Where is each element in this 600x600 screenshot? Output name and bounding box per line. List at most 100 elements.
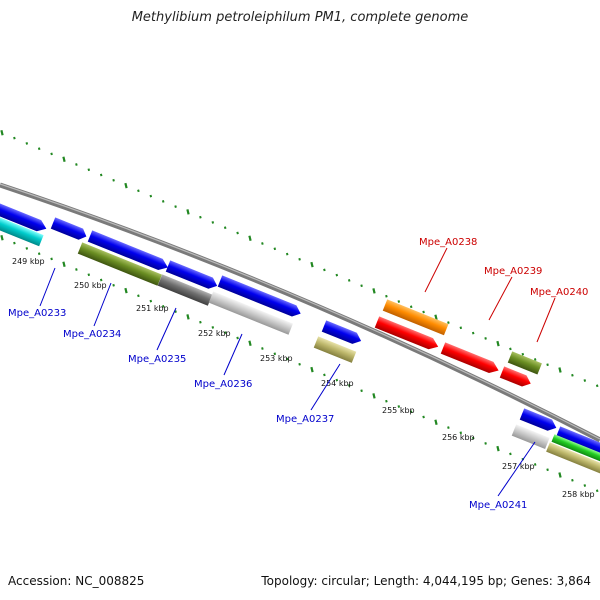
feature-khaki-0[interactable] [313, 336, 357, 363]
lower-tick [533, 463, 537, 466]
gene-label-Mpe_A0238[interactable]: Mpe_A0238 [419, 237, 477, 248]
feature-lightgray-0[interactable] [208, 291, 293, 335]
upper-tick [248, 235, 252, 242]
gene-label-Mpe_A0239[interactable]: Mpe_A0239 [484, 266, 542, 277]
upper-tick [509, 347, 512, 351]
scale-label-3: 252 kbp [198, 329, 231, 338]
lower-tick [13, 241, 16, 245]
scale-label-7: 256 kbp [442, 433, 475, 442]
upper-tick-row [0, 130, 599, 388]
feature-red-2[interactable] [499, 366, 533, 389]
lower-tick [360, 389, 363, 393]
lower-tick [37, 252, 41, 256]
upper-tick [186, 209, 190, 215]
lower-tick [347, 384, 351, 387]
feature-olive-0[interactable] [77, 242, 162, 286]
lower-tick [484, 442, 487, 445]
lower-tick [335, 378, 339, 382]
upper-tick [174, 205, 177, 208]
feature-red-0[interactable] [374, 316, 441, 352]
lower-tick [0, 235, 4, 241]
feature-blue-2[interactable] [87, 230, 170, 273]
lower-tick [137, 294, 140, 298]
upper-tick [360, 284, 363, 288]
feature-blue-6[interactable] [519, 408, 559, 433]
lower-tick [372, 393, 376, 399]
feature-gray[interactable] [157, 274, 213, 306]
upper-tick [595, 384, 599, 388]
feature-orange[interactable] [382, 299, 449, 336]
feature-green[interactable] [551, 434, 600, 465]
scale-label-0: 249 kbp [12, 257, 45, 266]
lower-tick [50, 257, 53, 261]
feature-blue-7[interactable] [555, 426, 600, 461]
lower-tick [298, 362, 301, 366]
scale-label-5: 254 kbp [321, 379, 354, 388]
lower-tick [558, 472, 562, 478]
genome-backbone [0, 182, 600, 443]
upper-tick [25, 142, 29, 145]
scale-label-1: 250 kbp [74, 281, 107, 290]
lower-tick [422, 415, 425, 419]
feature-blue-1[interactable] [50, 217, 89, 242]
gene-label-Mpe_A0236[interactable]: Mpe_A0236 [194, 379, 252, 390]
feature-red-1[interactable] [440, 342, 501, 376]
lower-tick [223, 331, 227, 335]
lower-tick [323, 373, 326, 377]
feature-blue-5[interactable] [321, 320, 364, 346]
lower-tick [409, 410, 413, 414]
gene-label-Mpe_A0241[interactable]: Mpe_A0241 [469, 500, 527, 511]
upper-tick [285, 252, 289, 256]
feature-olive-1[interactable] [507, 351, 542, 375]
lower-tick [583, 484, 587, 487]
feature-blue-3[interactable] [165, 260, 220, 291]
upper-tick [471, 331, 475, 335]
upper-tick [372, 288, 376, 294]
lower-tick [261, 347, 264, 350]
feature-khaki-1[interactable] [546, 442, 600, 475]
upper-tick [37, 147, 41, 151]
lower-tick [546, 468, 549, 472]
upper-tick [298, 257, 301, 261]
upper-tick [546, 363, 549, 367]
upper-tick [521, 352, 525, 356]
lower-tick [211, 326, 215, 329]
feature-cyan[interactable] [0, 216, 44, 247]
lower-tick [149, 299, 153, 303]
lower-tick [471, 436, 475, 440]
leader-lines-blue [39, 267, 536, 497]
gene-label-Mpe_A0233[interactable]: Mpe_A0233 [8, 308, 66, 319]
gene-label-Mpe_A0234[interactable]: Mpe_A0234 [63, 329, 121, 340]
lower-tick [248, 340, 252, 347]
feature-blue-4[interactable] [217, 275, 303, 319]
lower-tick [199, 320, 202, 324]
lower-tick [87, 273, 91, 277]
scale-label-4: 253 kbp [260, 354, 293, 363]
lower-tick [447, 426, 450, 429]
upper-tick [422, 310, 425, 314]
upper-tick [385, 294, 388, 298]
lower-tick [25, 247, 29, 250]
feature-lightgray-1[interactable] [511, 424, 550, 450]
lower-tick [595, 489, 599, 493]
leader-lines-red [424, 247, 556, 343]
upper-tick [583, 379, 587, 382]
gene-label-Mpe_A0235[interactable]: Mpe_A0235 [128, 354, 186, 365]
upper-tick [273, 247, 277, 251]
feature-blue-0[interactable] [0, 200, 49, 235]
lower-tick [75, 268, 78, 271]
upper-tick [87, 168, 91, 172]
lower-tick [397, 405, 401, 408]
upper-tick [409, 305, 413, 309]
scale-label-9: 258 kbp [562, 490, 595, 499]
upper-tick [149, 194, 153, 198]
lower-tick [509, 452, 512, 456]
upper-tick [0, 130, 4, 136]
gene-label-Mpe_A0237[interactable]: Mpe_A0237 [276, 414, 334, 425]
lower-tick [62, 261, 66, 267]
upper-tick [13, 136, 16, 140]
scale-label-6: 255 kbp [382, 406, 415, 415]
upper-tick [571, 373, 574, 377]
upper-tick [236, 231, 239, 235]
gene-label-Mpe_A0240[interactable]: Mpe_A0240 [530, 287, 588, 298]
